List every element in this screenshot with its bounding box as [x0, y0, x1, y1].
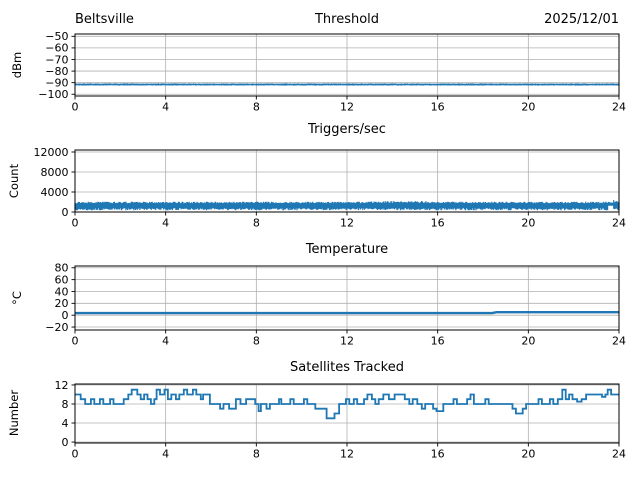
svg-text:20: 20 — [55, 297, 69, 310]
ylabel-number: Number — [7, 389, 21, 437]
svg-text:12000: 12000 — [34, 146, 69, 159]
svg-text:−20: −20 — [45, 321, 68, 334]
svg-text:8: 8 — [253, 448, 260, 461]
svg-text:4000: 4000 — [41, 186, 69, 199]
svg-text:8: 8 — [253, 335, 260, 348]
svg-text:4: 4 — [62, 417, 69, 430]
svg-text:0: 0 — [72, 448, 79, 461]
svg-text:12: 12 — [55, 379, 69, 392]
svg-text:−100: −100 — [38, 88, 68, 101]
svg-text:−80: −80 — [45, 65, 68, 78]
station-label: Beltsville — [75, 12, 134, 27]
plot-title-threshold: Threshold — [314, 12, 380, 27]
svg-text:8: 8 — [253, 101, 260, 114]
svg-text:80: 80 — [55, 262, 69, 275]
svg-text:12: 12 — [340, 217, 354, 230]
svg-text:0: 0 — [72, 101, 79, 114]
svg-text:12: 12 — [340, 101, 354, 114]
svg-text:4: 4 — [162, 101, 169, 114]
plot-title-temperature: Temperature — [305, 242, 389, 257]
svg-text:0: 0 — [72, 217, 79, 230]
svg-text:16: 16 — [431, 217, 445, 230]
svg-text:−90: −90 — [45, 76, 68, 89]
svg-text:24: 24 — [612, 335, 626, 348]
ylabel-count: Count — [7, 163, 21, 199]
svg-text:40: 40 — [55, 285, 69, 298]
ylabel-dbm: dBm — [10, 51, 24, 79]
ylabel-degc: °C — [10, 291, 24, 305]
svg-text:8: 8 — [62, 398, 69, 411]
svg-text:16: 16 — [431, 101, 445, 114]
svg-text:20: 20 — [521, 448, 535, 461]
svg-text:8: 8 — [253, 217, 260, 230]
svg-text:12: 12 — [340, 448, 354, 461]
svg-text:12: 12 — [340, 335, 354, 348]
svg-text:0: 0 — [62, 309, 69, 322]
date-label: 2025/12/01 — [544, 12, 619, 27]
svg-text:4: 4 — [162, 335, 169, 348]
svg-text:8000: 8000 — [41, 166, 69, 179]
svg-text:0: 0 — [72, 335, 79, 348]
svg-text:4: 4 — [162, 217, 169, 230]
svg-text:−60: −60 — [45, 42, 68, 55]
svg-text:−50: −50 — [45, 30, 68, 43]
plot-title-triggers: Triggers/sec — [308, 122, 386, 137]
svg-text:16: 16 — [431, 335, 445, 348]
svg-text:24: 24 — [612, 448, 626, 461]
plot-title-satellites: Satellites Tracked — [290, 360, 404, 375]
svg-text:20: 20 — [521, 217, 535, 230]
svg-text:−70: −70 — [45, 53, 68, 66]
svg-text:20: 20 — [521, 335, 535, 348]
svg-text:0: 0 — [62, 436, 69, 449]
svg-text:4: 4 — [162, 448, 169, 461]
svg-text:16: 16 — [431, 448, 445, 461]
svg-text:24: 24 — [612, 101, 626, 114]
svg-text:20: 20 — [521, 101, 535, 114]
svg-text:24: 24 — [612, 217, 626, 230]
svg-text:0: 0 — [62, 206, 69, 219]
svg-text:60: 60 — [55, 273, 69, 286]
